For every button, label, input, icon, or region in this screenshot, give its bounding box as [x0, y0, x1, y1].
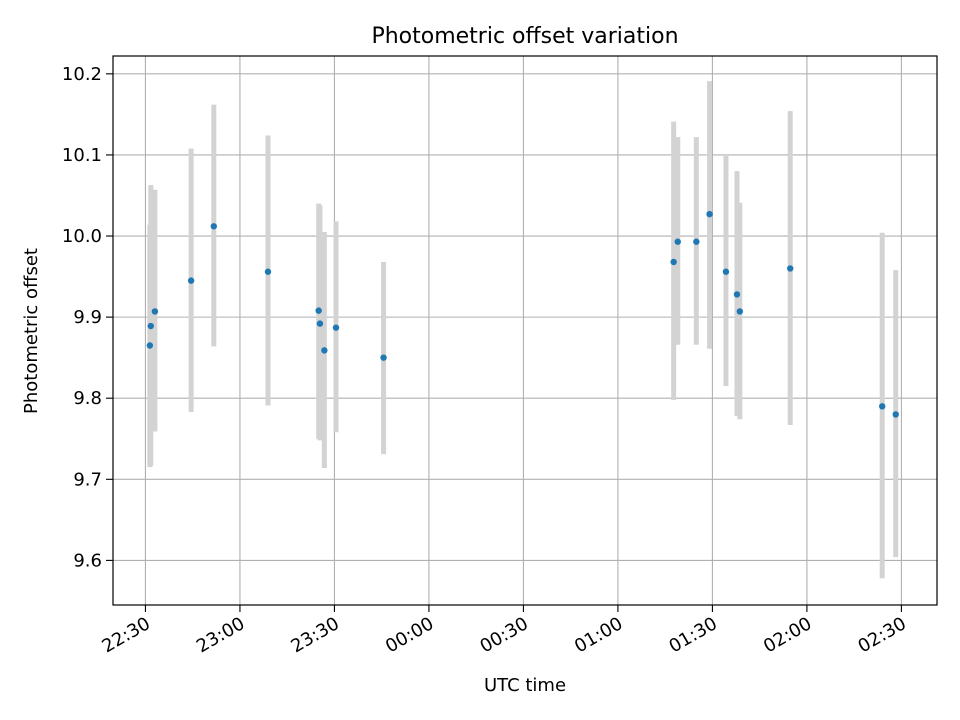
data-point [332, 324, 340, 331]
x-tick-label: 22:30 [99, 613, 154, 657]
x-axis-label: UTC time [484, 675, 566, 696]
data-point [722, 268, 730, 275]
x-tick-label: 02:00 [760, 613, 815, 657]
y-tick-label: 9.7 [73, 469, 102, 490]
data-point [706, 210, 713, 218]
data-point [878, 403, 886, 410]
x-tick-label: 00:30 [476, 613, 531, 657]
data-point [787, 265, 794, 272]
data-point [674, 238, 681, 245]
data-point [210, 223, 217, 230]
y-tick-label: 9.8 [73, 388, 102, 409]
data-point [380, 354, 387, 361]
y-tick-label: 10.0 [62, 226, 102, 247]
data-point [733, 291, 741, 298]
x-tick-label: 01:00 [571, 613, 626, 657]
x-tick-label: 23:00 [193, 613, 248, 657]
data-point [151, 308, 159, 315]
x-axis-ticks: 22:30 23:00 23:30 00:00 00:30 01:00 01:30 02:00… [99, 605, 910, 657]
data-point [315, 307, 322, 314]
x-tick-label: 00:00 [382, 613, 437, 657]
data-point [670, 258, 677, 266]
grid [113, 56, 937, 605]
data-point [316, 320, 324, 327]
y-tick-label: 10.2 [62, 64, 102, 85]
y-tick-label: 9.6 [73, 550, 102, 571]
y-axis-ticks: 9.6 9.7 9.8 9.9 10.0 10.1 10.2 [62, 64, 113, 571]
x-tick-label: 23:30 [288, 613, 343, 657]
x-tick-label: 01:30 [665, 613, 720, 657]
y-axis-label: Photometric offset [21, 248, 42, 414]
data-point [147, 322, 154, 330]
data-point [264, 268, 272, 275]
x-tick-label: 02:30 [854, 613, 909, 657]
data-points [146, 210, 899, 418]
plot-area-frame [112, 55, 938, 606]
data-point [736, 308, 744, 315]
data-point [892, 411, 899, 418]
y-tick-label: 9.9 [73, 307, 102, 328]
data-point [321, 347, 328, 354]
data-point [146, 342, 154, 349]
error-bars [147, 81, 899, 579]
data-point [187, 277, 195, 284]
y-tick-label: 10.1 [62, 145, 102, 166]
chart-title: Photometric offset variation [371, 24, 678, 49]
data-point [693, 238, 700, 245]
